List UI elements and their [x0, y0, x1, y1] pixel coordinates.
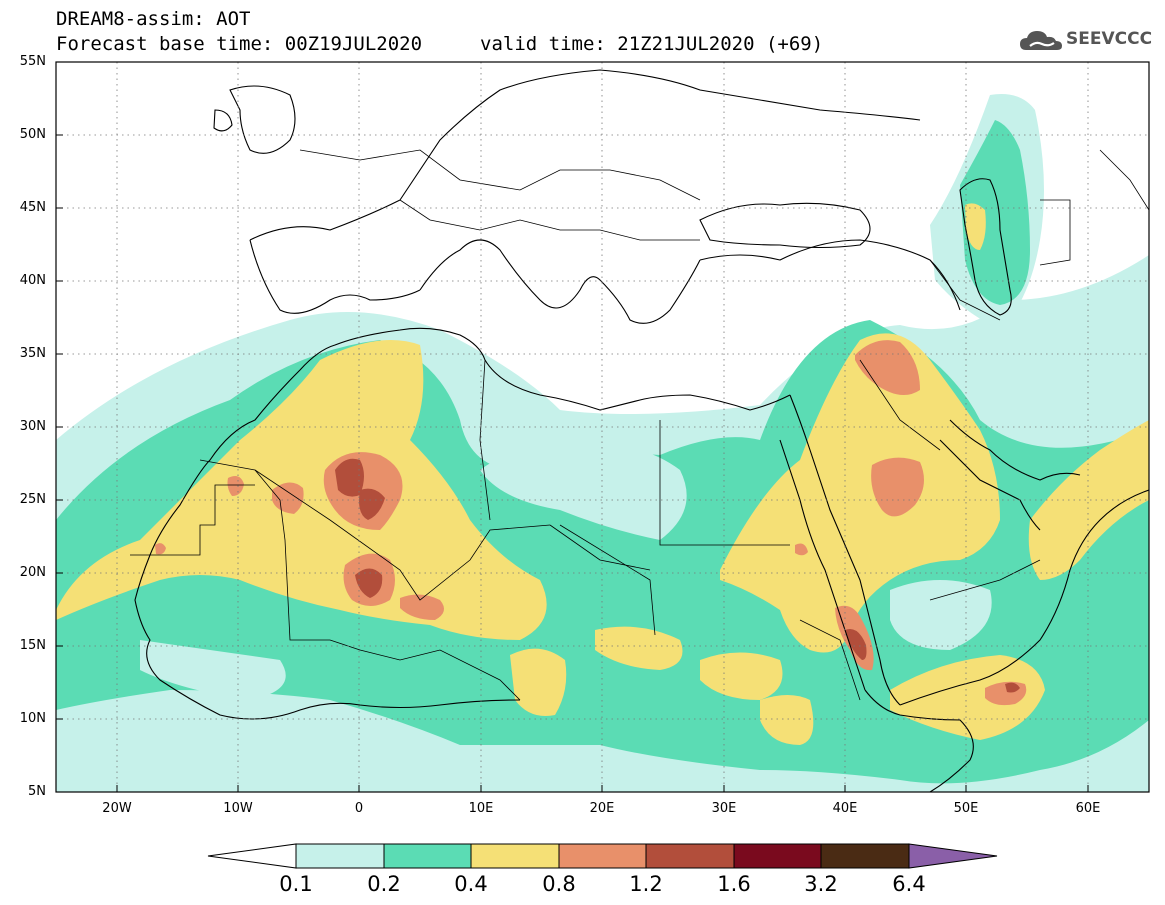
lat-label: 25N [19, 492, 46, 507]
lat-label: 50N [19, 127, 46, 142]
lon-label: 20E [589, 801, 615, 816]
lon-label: 20W [102, 801, 132, 816]
map-title: DREAM8-assim: AOT [56, 8, 251, 30]
colorbar-label: 3.2 [804, 872, 838, 896]
axis-ticks [56, 61, 1089, 793]
lat-label: 10N [19, 711, 46, 726]
lat-label: 5N [28, 784, 46, 799]
colorbar-label: 0.4 [454, 872, 488, 896]
lat-label: 35N [19, 346, 46, 361]
aot-low-pockets [140, 444, 992, 700]
colorbar-swatch-2 [383, 843, 472, 869]
colorbar-label: 0.2 [367, 872, 401, 896]
lat-label: 45N [19, 200, 46, 215]
coastlines [134, 69, 1149, 792]
lon-label: 40E [832, 801, 858, 816]
lon-label: 10E [468, 801, 494, 816]
aot-band-1.2 [335, 458, 1020, 693]
colorbar [207, 843, 998, 869]
colorbar-swatch-4 [558, 843, 647, 869]
lon-label: 50E [953, 801, 979, 816]
seevccc-logo: SEEVCCC [1018, 26, 1153, 56]
lat-label: 15N [19, 638, 46, 653]
colorbar-swatch-1 [295, 843, 385, 869]
lat-label: 55N [19, 54, 46, 69]
colorbar-label: 0.8 [542, 872, 576, 896]
colorbar-label: 6.4 [892, 872, 926, 896]
lon-label: 0 [354, 801, 364, 816]
colorbar-swatch-5 [645, 843, 735, 869]
lat-label: 20N [19, 565, 46, 580]
lon-label: 30E [711, 801, 737, 816]
lat-label: 40N [19, 273, 46, 288]
colorbar-swatch-3 [470, 843, 560, 869]
aot-band-0.4 [56, 203, 1149, 745]
lon-label: 10W [223, 801, 253, 816]
borders [130, 149, 1149, 701]
graticule [56, 62, 1149, 792]
colorbar-under-arrow [207, 843, 297, 869]
colorbar-over-arrow [908, 843, 998, 869]
valid-time: valid time: 21Z21JUL2020 (+69) [480, 33, 824, 55]
cloud-icon [1020, 31, 1062, 50]
colorbar-label: 1.6 [717, 872, 751, 896]
lat-label: 30N [19, 419, 46, 434]
colorbar-label: 0.1 [279, 872, 313, 896]
forecast-base-time: Forecast base time: 00Z19JUL2020 [56, 33, 423, 55]
colorbar-swatch-6 [733, 843, 822, 869]
colorbar-swatch-7 [820, 843, 910, 869]
lon-label: 60E [1075, 801, 1101, 816]
logo-text: SEEVCCC [1066, 29, 1153, 49]
colorbar-label: 1.2 [629, 872, 663, 896]
